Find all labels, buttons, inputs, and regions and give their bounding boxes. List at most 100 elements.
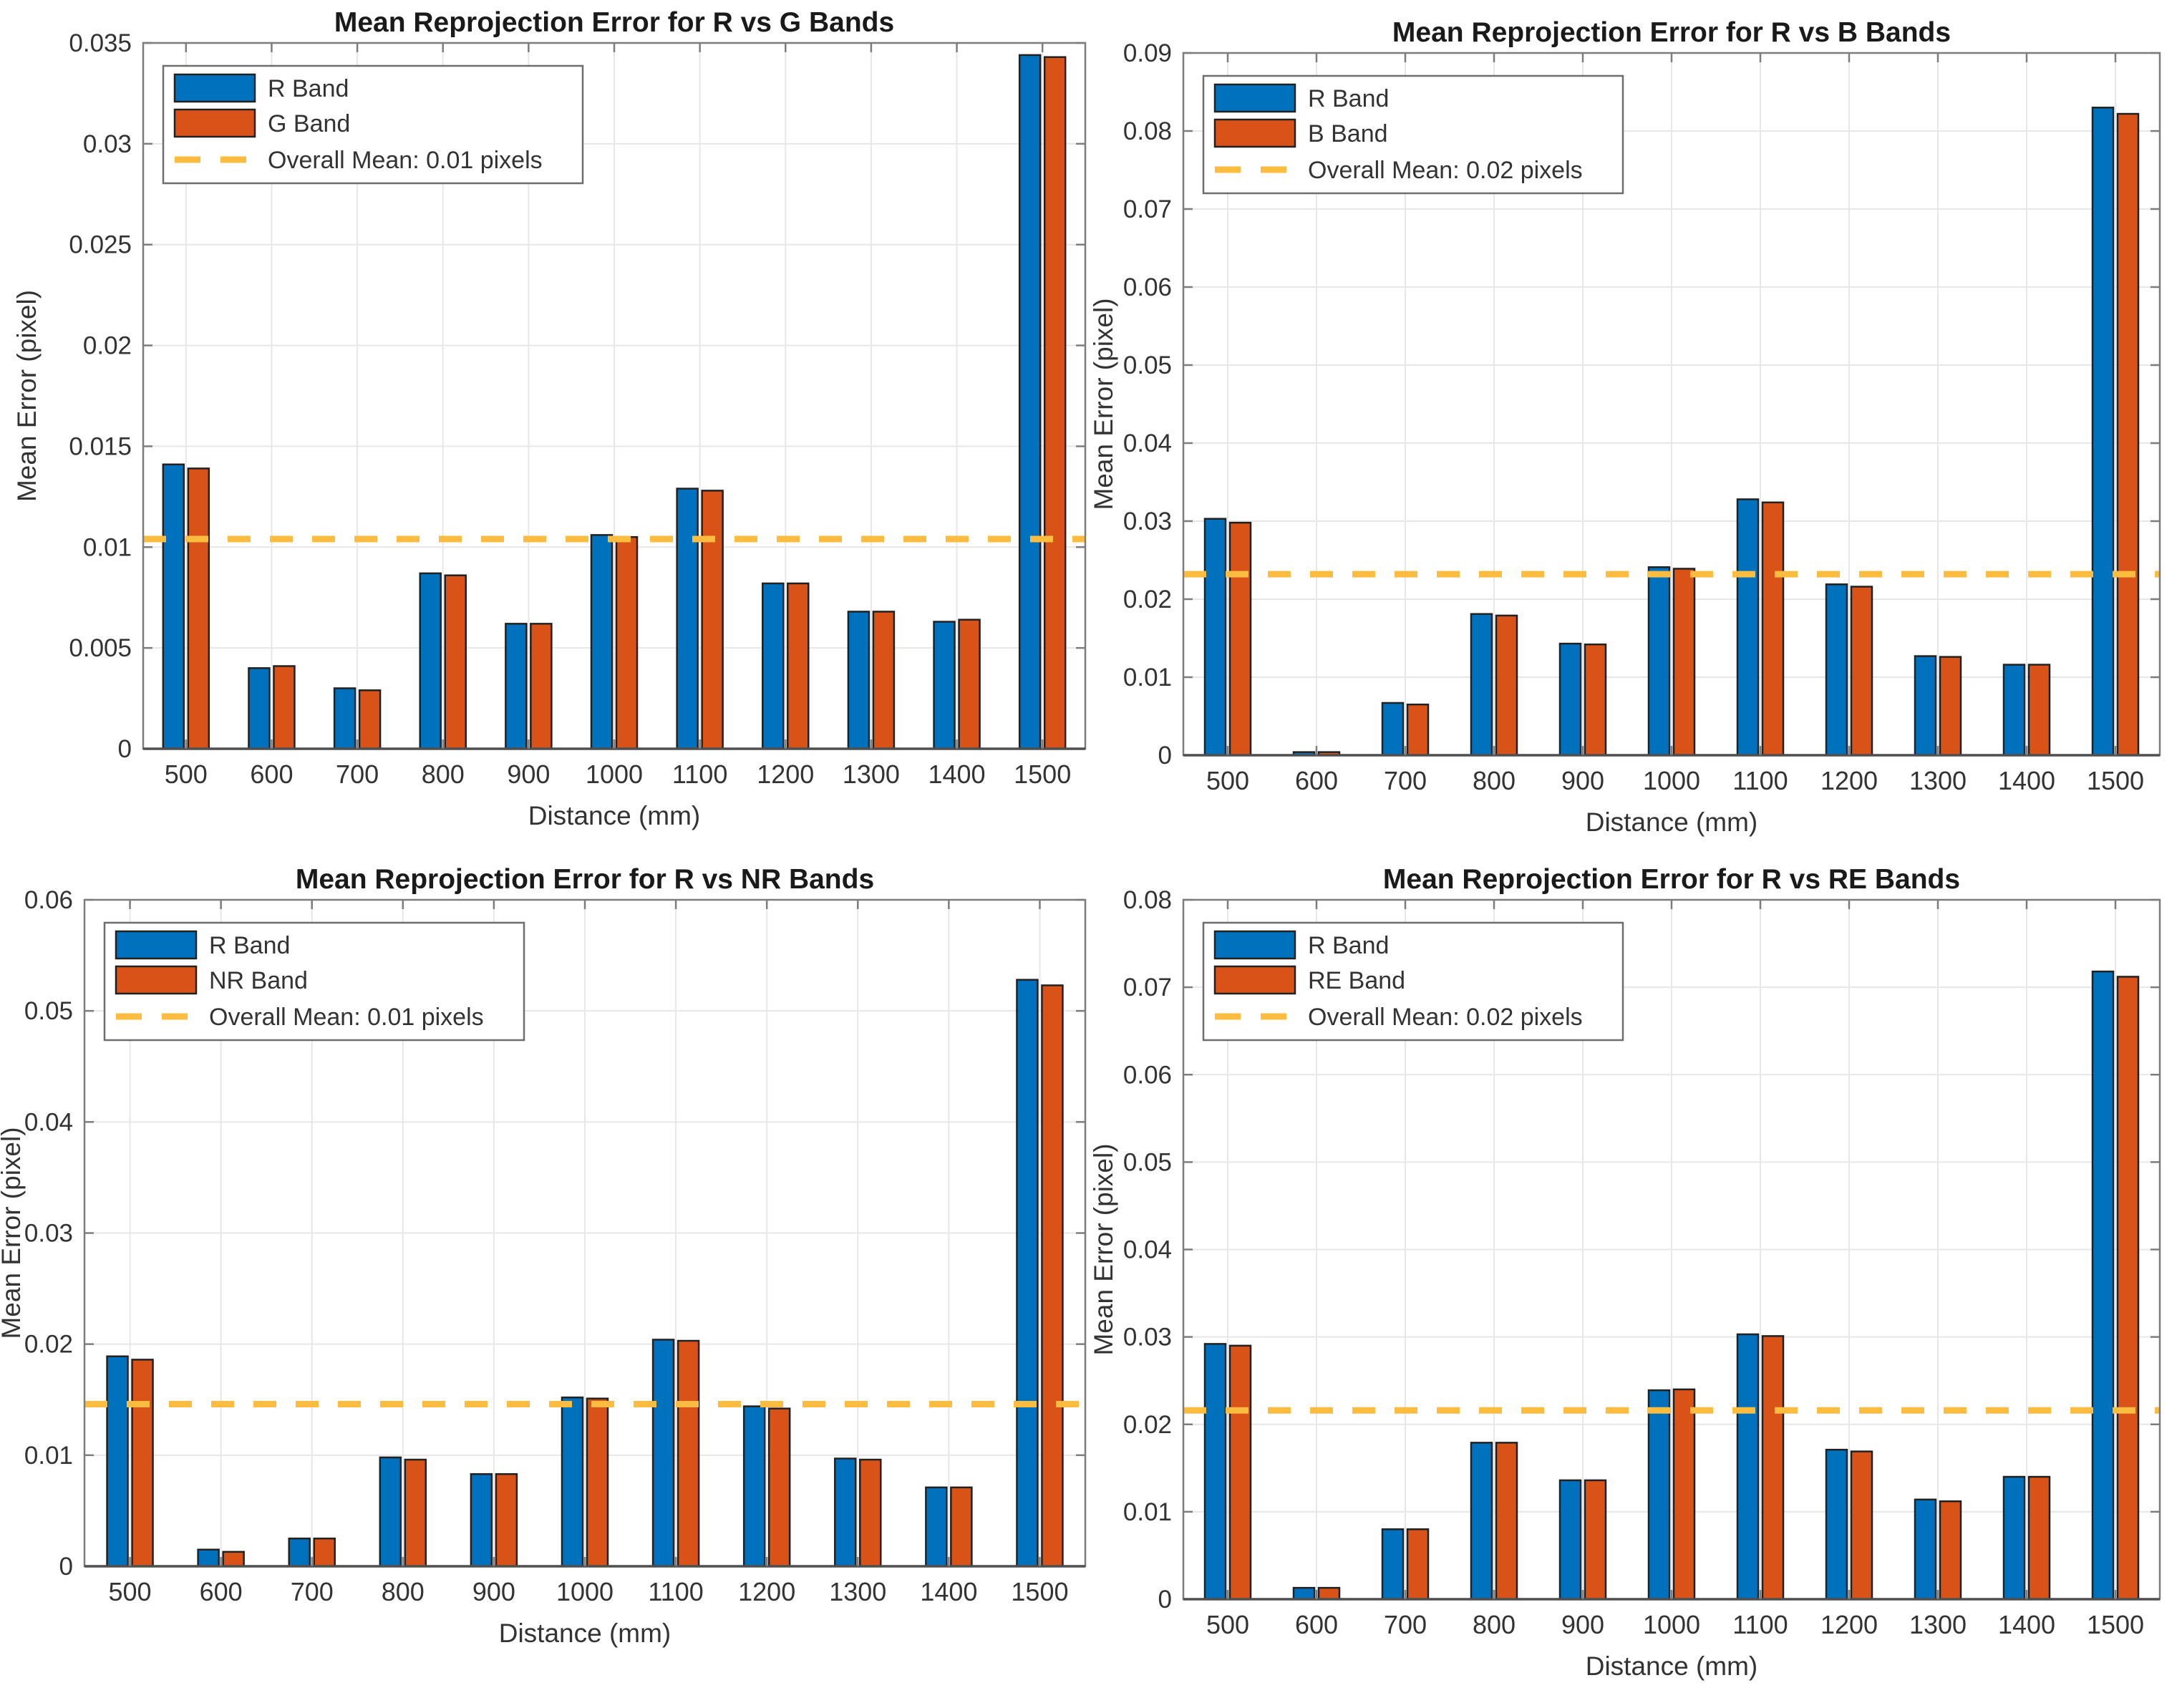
bar <box>2002 1475 2026 1601</box>
bar <box>273 665 296 750</box>
x-tick-label: 1200 <box>1820 1610 1878 1639</box>
bar <box>933 621 956 750</box>
legend-label: R Band <box>209 932 290 959</box>
bars-g-band <box>187 56 1067 750</box>
x-axis-label: Distance (mm) <box>528 801 701 830</box>
chart-title: Mean Reprojection Error for R vs B Bands <box>1392 17 1951 48</box>
y-tick-label: 0 <box>1158 1586 1172 1614</box>
grid-lines <box>1183 899 2160 1599</box>
legend-swatch-nr-band <box>115 965 198 995</box>
legend-label: G Band <box>268 110 350 137</box>
plot-area: 0 0.005 0.01 0.015 0.02 0.025 0.03 0.035 500 600 7… <box>12 7 1087 830</box>
bar <box>2116 112 2140 757</box>
x-tick-label: 1500 <box>1014 760 1071 789</box>
x-tick-label: 1100 <box>672 760 727 789</box>
bars-r-band <box>106 979 1039 1568</box>
x-tick-label: 1000 <box>1643 766 1700 795</box>
bar <box>2091 107 2115 757</box>
bar <box>248 667 271 750</box>
bar <box>1470 613 1493 757</box>
plot-area: 0 0.01 0.02 0.03 0.04 0.05 0.06 500 600 700 800 900… <box>0 864 1087 1648</box>
bar <box>187 467 210 750</box>
y-tick-label: 0.08 <box>1123 117 1172 145</box>
x-tick-label: 800 <box>1473 1610 1516 1639</box>
bar <box>561 1396 584 1568</box>
y-tick-label: 0.06 <box>1123 273 1172 301</box>
bar <box>470 1472 493 1568</box>
bar <box>590 534 614 750</box>
bar <box>444 574 467 750</box>
bar <box>1825 583 1848 757</box>
bar <box>1558 642 1582 757</box>
axes-box <box>1182 898 2161 1601</box>
legend-swatch-r-band <box>173 73 256 103</box>
y-tick-label: 0.07 <box>1123 974 1172 1001</box>
bar <box>1406 1528 1430 1601</box>
bar <box>2091 970 2115 1601</box>
y-tick-label: 0.005 <box>69 634 132 662</box>
bars-b-band <box>1228 112 2140 757</box>
legend-label: RE Band <box>1308 967 1405 994</box>
x-tick-label: 1400 <box>920 1577 977 1606</box>
bar <box>1018 54 1042 750</box>
plot-area: 0 0.01 0.02 0.03 0.04 0.05 0.06 0.07 0.08 0.09 500… <box>1091 17 2161 837</box>
legend-label: NR Band <box>209 967 308 994</box>
y-axis-label: Mean Error (pixel) <box>12 290 42 502</box>
bar <box>1850 1450 1873 1601</box>
y-tick-label: 0.04 <box>24 1108 73 1136</box>
legend-mean-label: Overall Mean: 0.02 pixels <box>1308 1004 1583 1031</box>
x-tick-label: 1200 <box>738 1577 795 1606</box>
x-tick-labels: 500 600 700 800 900 1000 1100 1200 1300 1400 1500 <box>109 1577 1069 1606</box>
bar <box>1470 1442 1493 1601</box>
legend: R Band NR Band Overall Mean: 0.01 pixels <box>103 921 525 1042</box>
x-tick-label: 1400 <box>1998 1610 2055 1639</box>
bar <box>1672 1388 1696 1601</box>
axes-box <box>1182 52 2161 757</box>
legend-swatch-r-band <box>1213 83 1296 113</box>
bar <box>1584 643 1607 757</box>
bar <box>333 687 357 750</box>
y-tick-label: 0.02 <box>83 332 132 360</box>
x-tick-label: 1000 <box>556 1577 614 1606</box>
bar <box>787 582 810 750</box>
legend-swatch-r-band <box>115 930 198 960</box>
x-tick-label: 1400 <box>928 760 985 789</box>
x-tick-label: 900 <box>1561 1610 1604 1639</box>
bar <box>530 623 553 750</box>
bar <box>767 1407 791 1568</box>
legend-label: R Band <box>268 75 349 102</box>
bar <box>1016 979 1039 1568</box>
y-tick-label: 0.03 <box>83 130 132 158</box>
x-tick-label: 600 <box>1295 766 1338 795</box>
y-tick-label: 0.03 <box>24 1220 73 1248</box>
bar <box>1495 1442 1518 1601</box>
y-tick-label: 0.06 <box>1123 1061 1172 1089</box>
x-tick-label: 800 <box>1473 766 1516 795</box>
legend-mean-label: Overall Mean: 0.01 pixels <box>209 1004 484 1031</box>
bar <box>1736 498 1760 757</box>
x-tick-label: 1300 <box>829 1577 886 1606</box>
bar <box>2027 664 2051 757</box>
bar <box>162 463 185 750</box>
bar <box>1406 703 1430 757</box>
axes-box <box>142 42 1087 750</box>
x-tick-label: 1500 <box>1011 1577 1068 1606</box>
axes-box <box>83 898 1087 1568</box>
bar <box>1672 568 1696 757</box>
y-tick-label: 0.015 <box>69 432 132 460</box>
x-tick-label: 1500 <box>2087 1610 2144 1639</box>
x-tick-label: 1200 <box>1820 766 1878 795</box>
y-tick-labels: 0 0.01 0.02 0.03 0.04 0.05 0.06 0.07 0.08 <box>1123 886 1172 1614</box>
y-tick-label: 0.02 <box>1123 1411 1172 1439</box>
x-tick-label: 500 <box>165 760 208 789</box>
y-tick-labels: 0 0.005 0.01 0.015 0.02 0.025 0.03 0.035 <box>69 29 132 763</box>
y-tick-label: 0.02 <box>1123 586 1172 613</box>
bar <box>1381 702 1405 757</box>
x-tick-label: 1000 <box>1643 1610 1700 1639</box>
legend: R Band B Band Overall Mean: 0.02 pixels <box>1202 74 1624 195</box>
x-tick-label: 600 <box>1295 1610 1338 1639</box>
legend-swatch-re-band <box>1213 965 1296 995</box>
y-tick-label: 0.04 <box>1123 430 1172 457</box>
x-tick-label: 800 <box>422 760 465 789</box>
